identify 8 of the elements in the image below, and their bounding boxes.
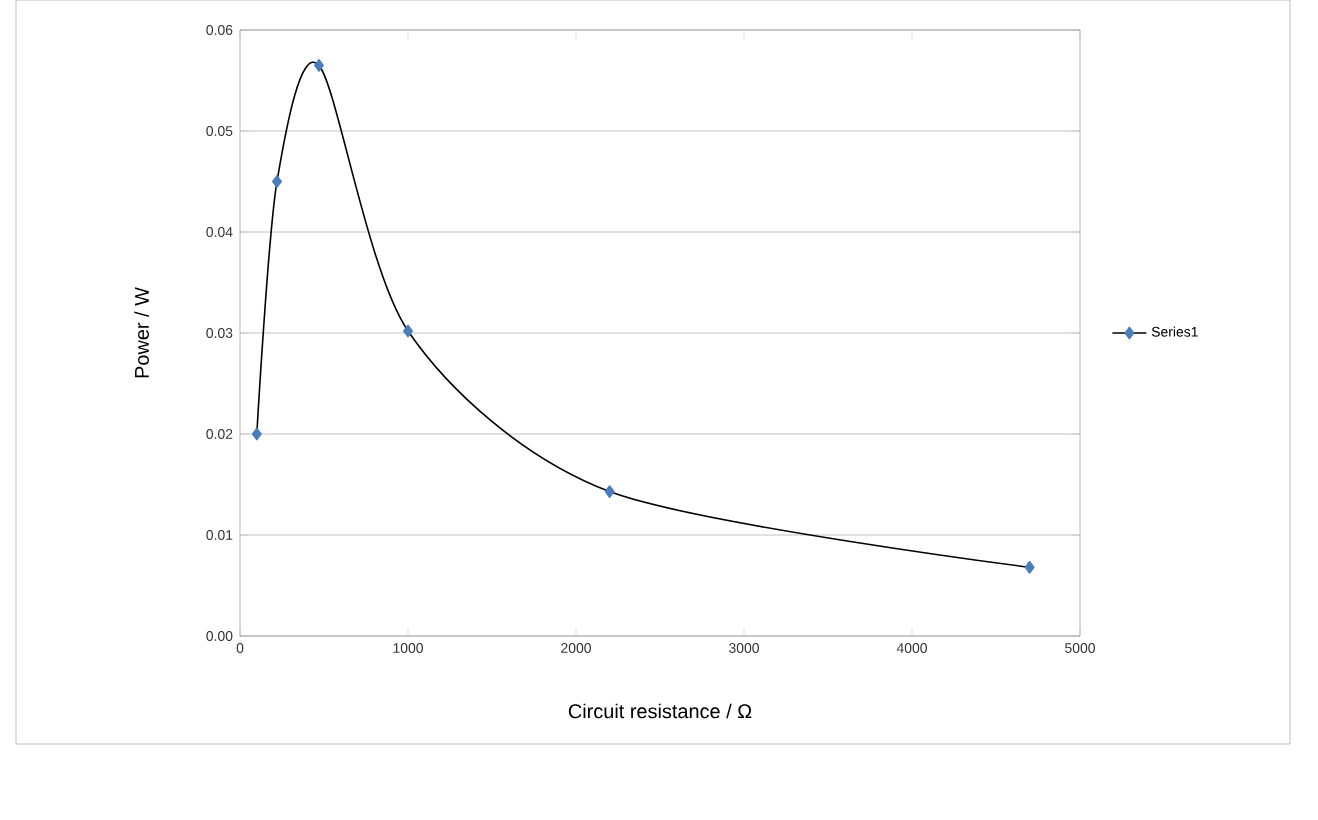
x-axis-title: Circuit resistance / Ω <box>568 703 752 719</box>
point <box>313 58 324 72</box>
point <box>403 324 413 338</box>
y-axis-title: Power / W <box>134 287 149 378</box>
point <box>604 485 615 498</box>
point <box>1024 560 1035 574</box>
point <box>271 175 282 188</box>
point <box>251 427 262 441</box>
